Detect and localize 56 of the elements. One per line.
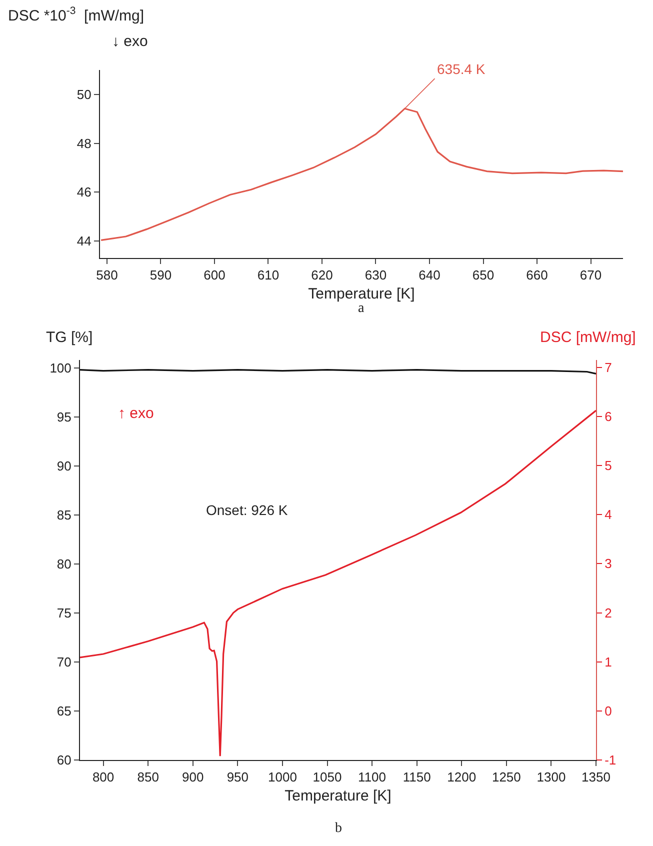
x-tick-label: 620 xyxy=(311,268,333,283)
x-tick-label: 650 xyxy=(472,268,494,283)
y2-tick-label: 2 xyxy=(604,605,612,620)
x-tick-label: 950 xyxy=(226,770,249,785)
y-tick-label: 60 xyxy=(56,752,72,768)
y-axis-title: DSC *10$^{-3}$ [mW/mg] xyxy=(8,5,144,24)
x-tick-label: 1150 xyxy=(402,770,431,785)
x-tick-label: 580 xyxy=(96,268,118,283)
x-tick-label: 590 xyxy=(150,268,172,283)
y-tick-label: 85 xyxy=(56,507,72,522)
y-tick-label: 48 xyxy=(76,136,92,151)
y2-tick-label: 0 xyxy=(604,703,612,718)
y-tick-label: 50 xyxy=(76,86,92,102)
x-tick-label: 610 xyxy=(257,268,280,283)
x-tick-label: 660 xyxy=(526,268,548,283)
y-tick-label: 70 xyxy=(56,654,72,670)
x-tick-label: 1100 xyxy=(358,770,386,785)
annotation: ↑ exo xyxy=(118,405,154,422)
x-tick-label: 1200 xyxy=(447,770,476,785)
text: ↓ exo xyxy=(112,33,148,50)
y2-tick-label: 4 xyxy=(604,507,612,522)
x-tick-label: 1300 xyxy=(536,770,566,785)
y-axis-title: TG [%] xyxy=(46,329,93,346)
x-axis-title: Temperature [K] xyxy=(308,286,415,303)
x-tick-label: 640 xyxy=(418,268,440,283)
x-tick-label: 630 xyxy=(364,268,387,283)
y2-tick-label: 7 xyxy=(604,360,612,375)
y2-axis-title: DSC [mW/mg] xyxy=(540,329,636,346)
y-tick-label: 80 xyxy=(56,556,72,572)
annotation: Onset: 926 K xyxy=(206,502,288,518)
text: b xyxy=(335,821,342,836)
x-tick-label: 600 xyxy=(204,268,226,283)
y-tick-label: 65 xyxy=(56,704,72,719)
x-axis-title: Temperature [K] xyxy=(284,788,392,805)
y-tick-label: 95 xyxy=(56,409,72,424)
y-tick-label: 90 xyxy=(56,458,72,474)
x-tick-label: 1050 xyxy=(312,770,342,785)
y2-tick-label: -1 xyxy=(604,752,616,768)
y2-tick-label: 6 xyxy=(604,408,612,424)
y-tick-label: 100 xyxy=(50,360,72,376)
x-tick-label: 1250 xyxy=(492,770,521,785)
text: a xyxy=(358,301,365,316)
x-tick-label: 900 xyxy=(182,770,204,785)
y-tick-label: 75 xyxy=(56,605,72,620)
x-tick-label: 670 xyxy=(580,268,602,283)
y2-tick-label: 5 xyxy=(604,458,612,474)
x-tick-label: 800 xyxy=(92,770,114,785)
x-tick-label: 1000 xyxy=(268,770,297,785)
annotation: 635.4 K xyxy=(437,61,486,77)
x-tick-label: 1350 xyxy=(582,770,610,785)
line-series xyxy=(80,410,596,757)
y2-tick-label: 3 xyxy=(604,556,612,572)
y-tick-label: 44 xyxy=(76,233,92,248)
y-tick-label: 46 xyxy=(76,184,92,200)
x-tick-label: 850 xyxy=(137,770,159,785)
y2-tick-label: 1 xyxy=(604,654,612,670)
